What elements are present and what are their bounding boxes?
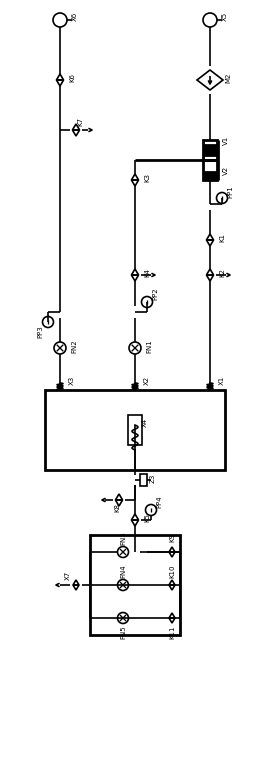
Polygon shape [204, 172, 216, 178]
Text: X6: X6 [72, 12, 78, 20]
Text: Z3: Z3 [150, 473, 156, 483]
Text: K5: K5 [144, 513, 150, 523]
Text: PP2: PP2 [152, 288, 158, 300]
Text: K1: K1 [219, 233, 225, 243]
Polygon shape [131, 180, 139, 186]
Text: X1: X1 [219, 375, 225, 385]
Polygon shape [204, 145, 216, 155]
Text: FN2: FN2 [71, 339, 77, 353]
Text: FN3: FN3 [120, 531, 126, 545]
Text: K10: K10 [169, 564, 175, 578]
Text: X7: X7 [65, 570, 71, 580]
Polygon shape [206, 275, 214, 281]
Text: FN4: FN4 [120, 564, 126, 578]
Polygon shape [115, 500, 123, 506]
Text: V1: V1 [223, 136, 229, 144]
Text: PP4: PP4 [156, 495, 162, 509]
Polygon shape [72, 130, 80, 136]
Text: K11: K11 [169, 626, 175, 639]
Text: K9: K9 [169, 534, 175, 543]
Text: K6: K6 [69, 73, 75, 83]
Text: K2: K2 [219, 268, 225, 278]
Text: M2: M2 [225, 73, 231, 83]
Polygon shape [131, 520, 139, 526]
Polygon shape [169, 585, 175, 590]
Text: X5: X5 [222, 12, 228, 20]
Polygon shape [206, 240, 214, 246]
Text: K7: K7 [77, 118, 83, 126]
Text: PP3: PP3 [37, 325, 43, 339]
Text: X3: X3 [69, 375, 75, 385]
Polygon shape [56, 80, 64, 86]
Polygon shape [131, 275, 139, 281]
Text: K8: K8 [114, 504, 120, 512]
Polygon shape [169, 552, 175, 557]
Polygon shape [203, 140, 217, 160]
Text: FN1: FN1 [146, 339, 152, 353]
Polygon shape [73, 585, 79, 590]
Text: V2: V2 [223, 165, 229, 175]
Polygon shape [169, 618, 175, 623]
Text: K3: K3 [144, 173, 150, 183]
Text: X2: X2 [144, 375, 150, 385]
Text: FN5: FN5 [120, 626, 126, 639]
Text: K4: K4 [144, 268, 150, 278]
Text: PP1: PP1 [227, 186, 233, 198]
Text: X4: X4 [142, 417, 148, 427]
